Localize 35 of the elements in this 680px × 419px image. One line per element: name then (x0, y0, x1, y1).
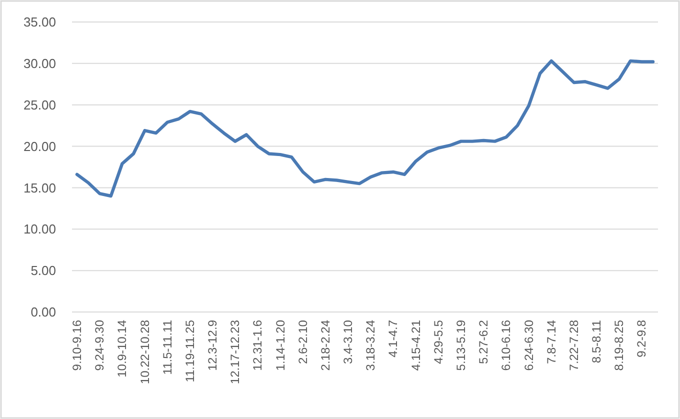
x-tick-label: 2.18-2.24 (318, 320, 332, 371)
y-tick-label: 10.00 (23, 222, 56, 237)
x-tick-label: 12.31-1.6 (250, 320, 265, 371)
x-tick-label: 7.8-7.14 (544, 320, 558, 364)
x-tick-label: 6.10-6.16 (499, 320, 514, 371)
x-tick-label: 10.22-10.28 (138, 320, 152, 384)
y-tick-label: 5.00 (30, 263, 56, 278)
x-tick-label: 4.1-4.7 (386, 320, 400, 358)
y-tick-label: 15.00 (23, 180, 56, 196)
x-tick-label: 11.19-11.25 (182, 320, 197, 382)
y-tick-label: 20.00 (23, 138, 56, 154)
x-tick-label: 9.24-9.30 (92, 320, 107, 371)
line-series (75, 59, 655, 198)
x-tick-label: 10.9-10.14 (115, 320, 130, 378)
x-tick-label: 4.15-4.21 (408, 320, 423, 371)
x-tick-label: 1.14-1.20 (273, 320, 288, 371)
x-tick-label: 12.3-12.9 (206, 320, 220, 371)
x-tick-label: 6.24-6.30 (522, 320, 536, 371)
x-tick-label: 2.6-2.10 (296, 320, 310, 364)
x-tick-label: 11.5-11.11 (160, 320, 174, 375)
x-tick-label: 5.27-6.2 (476, 320, 491, 364)
x-tick-label: 4.29-5.5 (431, 320, 446, 364)
x-tick-label: 8.19-8.25 (612, 320, 626, 371)
x-tick-label: 9.10-9.16 (70, 320, 84, 371)
x-tick-label: 12.17-12.23 (228, 320, 242, 384)
x-tick-label: 7.22-7.28 (566, 320, 581, 371)
y-tick-label: 35.00 (23, 14, 56, 30)
y-tick-label: 30.00 (23, 56, 56, 71)
y-tick-label: 0.00 (30, 304, 56, 320)
x-tick-label: 9.2-9.8 (634, 320, 649, 358)
x-tick-label: 5.13-5.19 (454, 320, 468, 371)
x-tick-label: 3.18-3.24 (364, 320, 378, 371)
x-tick-label: 3.4-3.10 (341, 320, 356, 364)
x-tick-label: 8.5-8.11 (590, 320, 604, 364)
y-tick-label: 25.00 (23, 97, 56, 112)
